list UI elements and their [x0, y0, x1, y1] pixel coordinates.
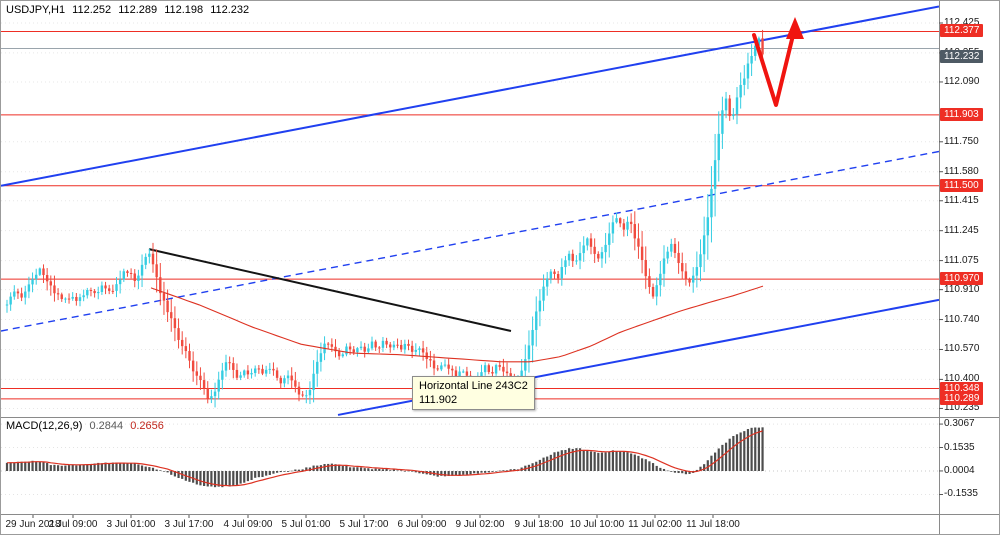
price-line-badge: 110.289 [940, 391, 984, 405]
price-tick-label: 110.570 [944, 343, 980, 355]
symbol-timeframe-label: USDJPY,H1 [6, 4, 66, 16]
macd-tick-label: -0.1535 [944, 488, 978, 500]
time-axis-label: 6 Jul 09:00 [397, 519, 447, 530]
arrow-annotation-head [786, 17, 804, 39]
time-axis-label: 29 Jun 2018 [5, 519, 61, 530]
channel-midline-dashed[interactable] [1, 150, 939, 332]
price-line-badge: 111.903 [940, 107, 983, 121]
time-axis-label: 5 Jul 17:00 [339, 519, 389, 530]
price-tick-label: 111.245 [944, 224, 979, 236]
macd-main-value: 0.2844 [89, 420, 124, 432]
time-axis-label: 11 Jul 02:00 [628, 519, 682, 530]
channel-trendline[interactable] [1, 5, 939, 187]
ohlc-low: 112.198 [164, 4, 204, 16]
time-axis-label: 3 Jul 01:00 [106, 519, 156, 530]
macd-name: MACD(12,26,9) [6, 420, 83, 432]
price-line-badge: 110.970 [940, 272, 984, 286]
time-axis-label: 9 Jul 18:00 [514, 519, 564, 530]
price-tick-label: 110.740 [944, 313, 980, 325]
chart-header: USDJPY,H1 112.252 112.289 112.198 112.23… [6, 4, 253, 16]
time-axis-label: 5 Jul 01:00 [281, 519, 331, 530]
current-price-badge: 112.232 [940, 49, 984, 63]
price-line-badge: 110.348 [940, 381, 984, 395]
time-axis-label: 2 Jul 09:00 [48, 519, 98, 530]
price-tick-label: 112.090 [944, 75, 980, 87]
tooltip-object-name: Horizontal Line 243C2 [419, 380, 528, 392]
descending-trendline[interactable] [148, 248, 512, 332]
price-pane[interactable] [1, 5, 939, 416]
tooltip-object-price: 111.902 [419, 394, 458, 406]
price-line-badge: 111.500 [940, 178, 983, 192]
macd-pane[interactable] [1, 423, 939, 495]
ohlc-open: 112.252 [72, 4, 112, 16]
time-axis-label: 4 Jul 09:00 [223, 519, 273, 530]
price-tick-label: 111.415 [944, 194, 979, 206]
macd-signal-value: 0.2656 [130, 420, 164, 432]
price-tick-label: 110.400 [944, 373, 980, 385]
candlesticks [5, 29, 764, 408]
ohlc-close: 112.232 [210, 4, 250, 16]
horizontal-line-tooltip: Horizontal Line 243C2 111.902 [412, 376, 535, 410]
macd-histogram [5, 427, 764, 488]
price-line-badge: 112.377 [940, 24, 984, 38]
time-axis-label: 3 Jul 17:00 [164, 519, 214, 530]
price-tick-label: 112.425 [944, 17, 980, 28]
price-tick-label: 110.910 [944, 283, 980, 295]
price-tick-label: 111.580 [944, 165, 979, 177]
macd-tick-label: 0.1535 [944, 441, 975, 453]
macd-tick-label: 0.3067 [944, 418, 975, 430]
time-axis-label: 9 Jul 02:00 [455, 519, 505, 530]
price-tick-label: 111.750 [944, 135, 979, 147]
moving-average-line[interactable] [150, 285, 764, 363]
price-tick-label: 111.075 [944, 254, 979, 266]
macd-indicator-label: MACD(12,26,9) 0.2844 0.2656 [6, 420, 168, 432]
ohlc-high: 112.289 [118, 4, 158, 16]
price-tick-label: 110.235 [944, 402, 980, 414]
macd-tick-label: 0.0004 [944, 464, 975, 476]
time-axis-label: 10 Jul 10:00 [569, 519, 625, 530]
arrow-annotation[interactable] [752, 25, 797, 107]
macd-signal-line [6, 430, 763, 487]
time-axis-label: 11 Jul 18:00 [686, 519, 740, 530]
